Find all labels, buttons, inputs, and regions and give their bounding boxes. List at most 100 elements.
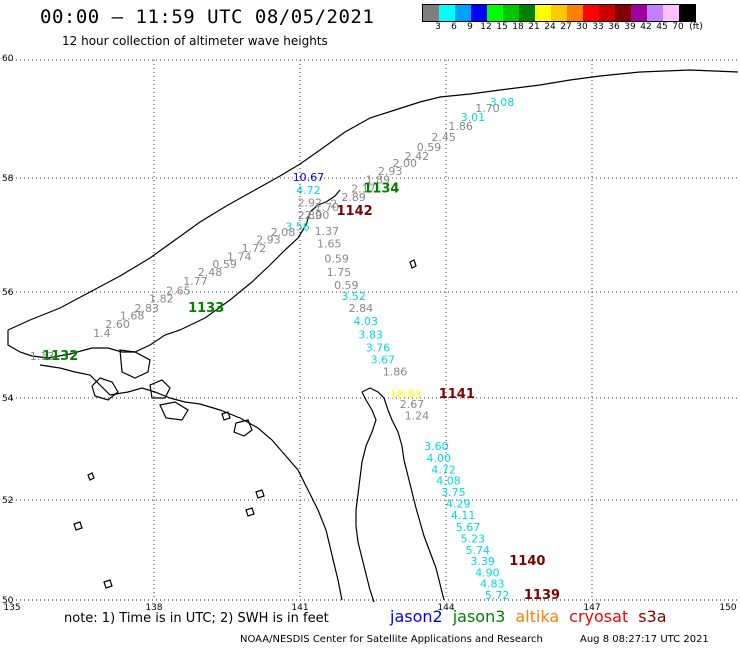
wave-height-label: 3.76: [366, 341, 391, 354]
wave-height-label: 3.39: [470, 555, 495, 568]
scale-swatch: [631, 5, 647, 21]
scale-swatch: [423, 5, 439, 21]
wave-height-label: 1.70: [315, 201, 340, 214]
wave-height-label: 1.37: [315, 225, 340, 238]
wave-height-label: 1.24: [405, 409, 430, 422]
wave-height-label: 0.59: [324, 252, 349, 265]
scale-label: 42: [640, 22, 652, 32]
scale-label: 70: [672, 22, 684, 32]
wave-height-label: 0.59: [417, 141, 442, 154]
wave-height-label: 5.67: [456, 521, 481, 534]
observations-layer: 3.081.703.011.862.450.592.422.002.931.89…: [30, 96, 560, 603]
scale-swatch: [439, 5, 455, 21]
wave-height-label: 2.65: [166, 285, 191, 298]
wave-height-label: 1.86: [448, 120, 473, 133]
map-title: 00:00 – 11:59 UTC 08/05/2021: [40, 6, 375, 28]
wave-height-label: 1.86: [383, 366, 408, 379]
wave-height-label: 4.72: [296, 184, 321, 197]
wave-height-label: 1.68: [120, 310, 145, 323]
latitude-label: 58: [2, 174, 14, 184]
scale-swatch: [567, 5, 583, 21]
scale-swatch: [535, 5, 551, 21]
wave-height-label: 4.03: [354, 315, 379, 328]
legend-item: altika: [515, 607, 560, 626]
legend-item: s3a: [638, 607, 667, 626]
scale-swatch: [551, 5, 567, 21]
scale-label: 15: [496, 22, 508, 32]
wave-height-label: 0.59: [334, 279, 359, 292]
wave-height-label: 3.52: [341, 290, 366, 303]
map-subtitle: 12 hour collection of altimeter wave hei…: [62, 34, 328, 48]
wave-height-label: 0.59: [212, 258, 237, 271]
legend-item: jason3: [452, 607, 506, 626]
wave-height-label: 5.72: [485, 589, 510, 602]
scale-label: 12: [480, 22, 492, 32]
footnote: note: 1) Time is in UTC; 2) SWH is in fe…: [64, 611, 329, 626]
wave-height-label: 1.77: [183, 275, 208, 288]
credit: NOAA/NESDIS Center for Satellite Applica…: [240, 634, 543, 645]
longitude-label: 141: [291, 603, 308, 613]
latitude-label: 60: [2, 54, 14, 64]
wave-height-label: 1.82: [149, 293, 174, 306]
wave-height-label: 1.13: [30, 350, 55, 363]
scale-swatch: [471, 5, 487, 21]
wave-height-label: 2.89: [298, 209, 323, 222]
wave-height-label: 2.08: [271, 226, 296, 239]
longitude-label: 135: [3, 603, 20, 613]
scale-label: 18: [512, 22, 524, 32]
scale-swatch: [487, 5, 503, 21]
latitude-label: 54: [2, 394, 14, 404]
wave-height-label: 4.83: [480, 578, 505, 591]
wave-height-label: 3.01: [461, 111, 486, 124]
wave-height-label: 1.75: [327, 266, 352, 279]
wave-height-label: 4.08: [436, 475, 461, 488]
wave-height-label: 2.17: [351, 182, 376, 195]
wave-height-label: 3.75: [441, 486, 466, 499]
wave-height-label: 4.90: [475, 567, 500, 580]
scale-swatch: [663, 5, 679, 21]
wave-height-label: 2.93: [378, 165, 403, 178]
graticule: [8, 59, 738, 601]
longitude-label: 150: [719, 603, 736, 613]
wave-height-label: 1.4: [93, 327, 111, 340]
wave-height-label: 1140: [509, 554, 545, 569]
wave-height-label: 2.84: [349, 302, 374, 315]
wave-height-label: 4.11: [451, 509, 476, 522]
color-scale: [422, 4, 696, 22]
wave-height-label: 3.56: [285, 220, 310, 233]
scale-label: 33: [592, 22, 604, 32]
wave-height-label: 4.00: [427, 452, 452, 465]
longitude-label: 144: [437, 603, 454, 613]
wave-height-label: 2.67: [400, 398, 425, 411]
coastline: [7, 69, 739, 603]
wave-height-label: 2.48: [198, 266, 223, 279]
wave-height-label: 18.83: [390, 388, 422, 401]
wave-height-label: 1133: [188, 301, 224, 316]
scale-swatch: [615, 5, 631, 21]
longitude-label: 147: [583, 603, 600, 613]
scale-label: 9: [467, 22, 473, 32]
wave-height-label: 2.42: [405, 150, 430, 163]
longitude-label: 138: [145, 603, 162, 613]
latitude-label: 56: [2, 288, 14, 298]
scale-swatch: [599, 5, 615, 21]
axis-labels: 135 138 141 144 147 150 60 58 56 54 52 50: [2, 54, 737, 613]
legend-item: jason2: [390, 607, 443, 626]
wave-height-label: 3.67: [371, 354, 396, 367]
scale-label: 27: [560, 22, 572, 32]
scale-swatch: [647, 5, 663, 21]
wave-height-label: 3.83: [358, 329, 383, 342]
scale-label: 6: [451, 22, 457, 32]
scale-swatch: [679, 5, 695, 21]
scale-label: 24: [544, 22, 556, 32]
wave-height-label: 10.67: [293, 171, 325, 184]
wave-height-label: 4.72: [431, 463, 456, 476]
scale-label: 30: [576, 22, 588, 32]
wave-height-label: 1132: [42, 349, 78, 364]
wave-height-label: 1.70: [475, 102, 500, 115]
scale-swatch: [583, 5, 599, 21]
wave-height-label: 1.65: [317, 238, 342, 251]
wave-height-label: 1134: [363, 181, 399, 196]
wave-height-label: 4.29: [446, 498, 471, 511]
